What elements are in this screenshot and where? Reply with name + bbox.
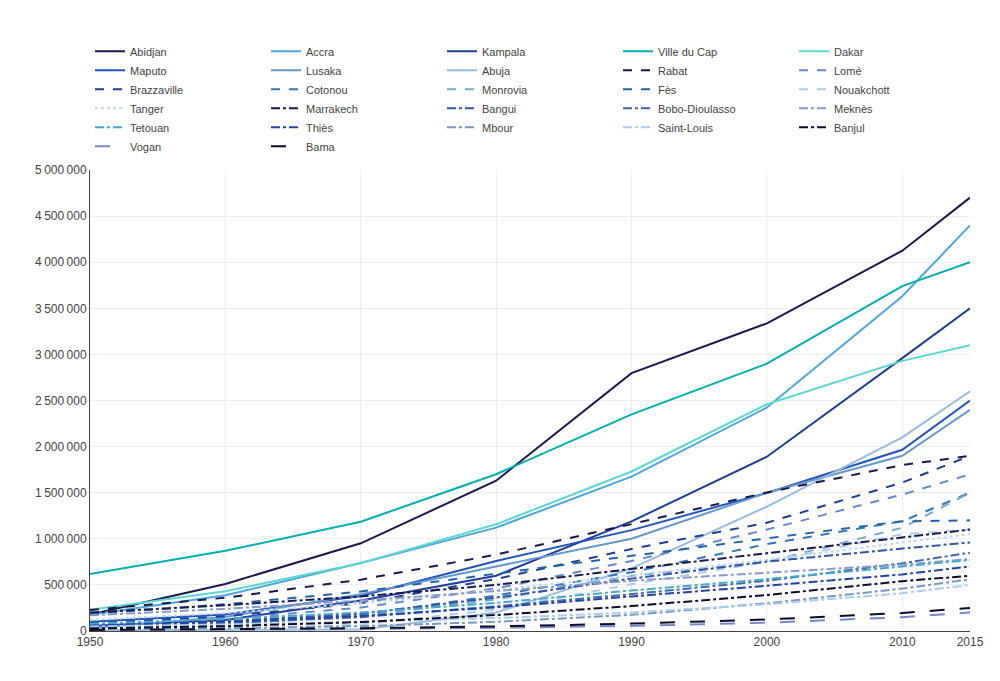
svg-text:Bama: Bama bbox=[306, 141, 336, 153]
svg-text:5 000 000: 5 000 000 bbox=[35, 163, 87, 177]
svg-text:4 000 000: 4 000 000 bbox=[35, 255, 87, 269]
svg-text:Cotonou: Cotonou bbox=[306, 84, 348, 96]
svg-text:Bangui: Bangui bbox=[482, 103, 516, 115]
svg-text:1970: 1970 bbox=[347, 635, 374, 649]
svg-text:1950: 1950 bbox=[77, 635, 104, 649]
svg-text:Maputo: Maputo bbox=[130, 65, 167, 77]
svg-text:Tanger: Tanger bbox=[130, 103, 164, 115]
svg-text:2 000 000: 2 000 000 bbox=[35, 440, 87, 454]
svg-text:4 500 000: 4 500 000 bbox=[35, 209, 87, 223]
svg-text:Rabat: Rabat bbox=[658, 65, 687, 77]
svg-text:Lomé: Lomé bbox=[834, 65, 862, 77]
svg-text:0: 0 bbox=[80, 624, 87, 638]
svg-text:1990: 1990 bbox=[618, 635, 645, 649]
svg-text:Tetouan: Tetouan bbox=[130, 122, 169, 134]
svg-text:Accra: Accra bbox=[306, 46, 335, 58]
svg-text:Thiès: Thiès bbox=[306, 122, 333, 134]
svg-text:Vogan: Vogan bbox=[130, 141, 161, 153]
svg-text:2015: 2015 bbox=[957, 635, 984, 649]
svg-text:2000: 2000 bbox=[754, 635, 781, 649]
svg-text:Bobo-Dioulasso: Bobo-Dioulasso bbox=[658, 103, 736, 115]
svg-text:2010: 2010 bbox=[889, 635, 916, 649]
svg-text:Marrakech: Marrakech bbox=[306, 103, 358, 115]
svg-text:Lusaka: Lusaka bbox=[306, 65, 342, 77]
svg-text:Banjul: Banjul bbox=[834, 122, 865, 134]
svg-text:2 500 000: 2 500 000 bbox=[35, 394, 87, 408]
svg-text:Nouakchott: Nouakchott bbox=[834, 84, 890, 96]
svg-text:Abidjan: Abidjan bbox=[130, 46, 167, 58]
svg-text:Kampala: Kampala bbox=[482, 46, 526, 58]
svg-text:Ville du Cap: Ville du Cap bbox=[658, 46, 717, 58]
svg-text:Brazzaville: Brazzaville bbox=[130, 84, 183, 96]
svg-text:Monrovia: Monrovia bbox=[482, 84, 528, 96]
svg-text:Abuja: Abuja bbox=[482, 65, 511, 77]
svg-text:Meknès: Meknès bbox=[834, 103, 873, 115]
svg-text:Saint-Louis: Saint-Louis bbox=[658, 122, 714, 134]
svg-text:3 000 000: 3 000 000 bbox=[35, 348, 87, 362]
svg-text:1980: 1980 bbox=[483, 635, 510, 649]
svg-text:1 500 000: 1 500 000 bbox=[35, 486, 87, 500]
svg-text:500 000: 500 000 bbox=[44, 578, 87, 592]
svg-text:1960: 1960 bbox=[212, 635, 239, 649]
svg-text:Mbour: Mbour bbox=[482, 122, 514, 134]
svg-text:Fès: Fès bbox=[658, 84, 677, 96]
svg-text:3 500 000: 3 500 000 bbox=[35, 302, 87, 316]
svg-text:1 000 000: 1 000 000 bbox=[35, 532, 87, 546]
svg-text:Dakar: Dakar bbox=[834, 46, 864, 58]
